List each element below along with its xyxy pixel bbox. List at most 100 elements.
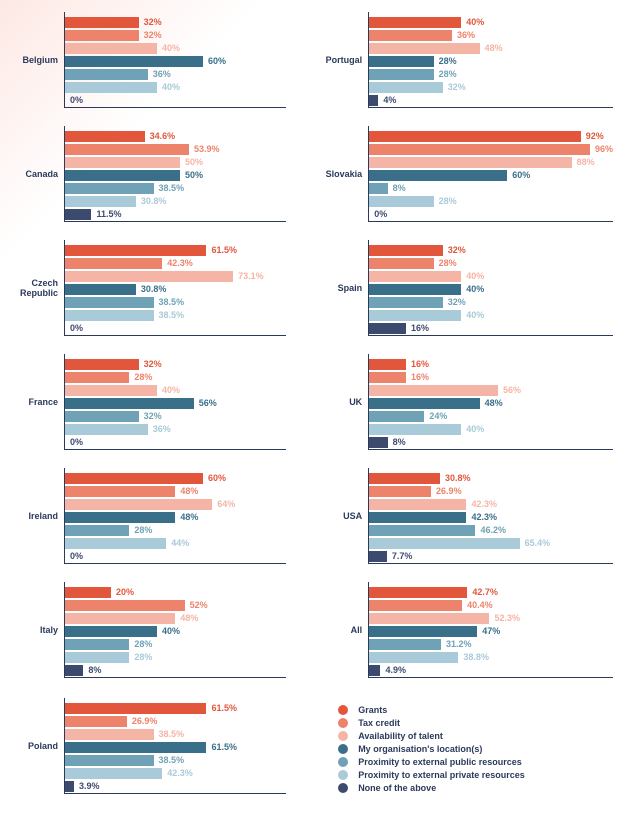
bar-row: 52.3%	[369, 612, 613, 624]
legend-item: None of the above	[338, 783, 613, 793]
bar-value: 40%	[466, 284, 484, 294]
bar-row: 8%	[369, 436, 613, 448]
bar	[65, 82, 157, 93]
legend-swatch	[338, 705, 348, 715]
bar-value: 64%	[217, 499, 235, 509]
bar-group: 92%96%88%60%8%28%0%	[368, 126, 613, 222]
bar-row: 48%	[369, 397, 613, 409]
bar	[369, 144, 590, 155]
bar	[65, 411, 139, 422]
bar	[65, 144, 189, 155]
bar-row: 32%	[65, 16, 286, 28]
bar-group: 61.5%26.9%38.5%61.5%38.5%42.3%3.9%	[64, 698, 286, 794]
bar	[65, 56, 203, 67]
bar-value: 42.3%	[167, 768, 193, 778]
bar-row: 32%	[65, 410, 286, 422]
bar-value: 52%	[190, 600, 208, 610]
bar-row: 60%	[65, 472, 286, 484]
bar-value: 38.5%	[159, 183, 185, 193]
bar-value: 40%	[466, 424, 484, 434]
bar-row: 60%	[369, 169, 613, 181]
bar-value: 31.2%	[446, 639, 472, 649]
bar-group: 32%32%40%60%36%40%0%	[64, 12, 286, 108]
bar	[369, 551, 387, 562]
country-label: USA	[314, 511, 368, 521]
bar	[369, 512, 466, 523]
bar-row: 40%	[369, 423, 613, 435]
bar-value: 38.5%	[159, 729, 185, 739]
bar-row: 38.5%	[65, 754, 286, 766]
bar-row: 44%	[65, 537, 286, 549]
bar	[65, 486, 175, 497]
bar	[65, 781, 74, 792]
bar	[65, 499, 212, 510]
bar-value: 0%	[70, 323, 83, 333]
bar-row: 48%	[65, 511, 286, 523]
bar-row: 16%	[369, 322, 613, 334]
bar	[65, 600, 185, 611]
bar-row: 46.2%	[369, 524, 613, 536]
chart-czech-republic: Czech Republic61.5%42.3%73.1%30.8%38.5%3…	[10, 240, 286, 336]
legend-swatch	[338, 770, 348, 780]
bar-value: 0%	[70, 95, 83, 105]
bar-value: 28%	[439, 258, 457, 268]
bar-value: 88%	[577, 157, 595, 167]
bar-row: 40%	[65, 42, 286, 54]
bar-value: 73.1%	[238, 271, 264, 281]
bar-value: 3.9%	[79, 781, 100, 791]
chart-portugal: Portugal40%36%48%28%28%32%4%	[314, 12, 613, 108]
bar-value: 42.7%	[472, 587, 498, 597]
bar-value: 28%	[134, 639, 152, 649]
bar	[65, 424, 148, 435]
bar-value: 16%	[411, 359, 429, 369]
chart-france: France32%28%40%56%32%36%0%	[10, 354, 286, 450]
bar-row: 28%	[369, 68, 613, 80]
chart-ireland: Ireland60%48%64%48%28%44%0%	[10, 468, 286, 564]
bar-value: 46.2%	[480, 525, 506, 535]
country-label: Czech Republic	[10, 278, 64, 299]
chart-all: All42.7%40.4%52.3%47%31.2%38.8%4.9%	[314, 582, 613, 678]
chart-grid: Belgium32%32%40%60%36%40%0%Portugal40%36…	[10, 12, 613, 796]
bar-value: 0%	[374, 209, 387, 219]
bar	[65, 359, 139, 370]
bar-value: 16%	[411, 372, 429, 382]
bar-row: 8%	[65, 664, 286, 676]
bar	[369, 639, 441, 650]
legend-item: Availability of talent	[338, 731, 613, 741]
bar-row: 4.9%	[369, 664, 613, 676]
legend-label: Proximity to external private resources	[358, 770, 525, 780]
bar	[369, 486, 431, 497]
bar-value: 40.4%	[467, 600, 493, 610]
bar-row: 28%	[65, 371, 286, 383]
bar-value: 7.7%	[392, 551, 413, 561]
bar-row: 38.5%	[65, 309, 286, 321]
bar-value: 53.9%	[194, 144, 220, 154]
bar-value: 61.5%	[211, 703, 237, 713]
bar-row: 36%	[65, 68, 286, 80]
bar	[65, 30, 139, 41]
bar-value: 32%	[144, 359, 162, 369]
bar-row: 38.5%	[65, 296, 286, 308]
bar-row: 0%	[65, 94, 286, 106]
bar	[65, 626, 157, 637]
bar	[65, 538, 166, 549]
bar	[369, 271, 461, 282]
bar-row: 40%	[369, 309, 613, 321]
chart-italy: Italy20%52%48%40%28%28%8%	[10, 582, 286, 678]
legend-item: Proximity to external private resources	[338, 770, 613, 780]
bar-row: 0%	[369, 208, 613, 220]
bar	[369, 56, 433, 67]
bar-row: 28%	[369, 195, 613, 207]
bar	[65, 372, 129, 383]
bar-row: 48%	[65, 485, 286, 497]
bar	[369, 297, 443, 308]
bar	[65, 170, 180, 181]
legend-label: Grants	[358, 705, 387, 715]
bar	[369, 323, 406, 334]
bar-value: 26.9%	[132, 716, 158, 726]
legend-item: Grants	[338, 705, 613, 715]
bar	[369, 310, 461, 321]
bar-row: 47%	[369, 625, 613, 637]
bar-value: 28%	[134, 652, 152, 662]
bar-row: 40%	[369, 16, 613, 28]
